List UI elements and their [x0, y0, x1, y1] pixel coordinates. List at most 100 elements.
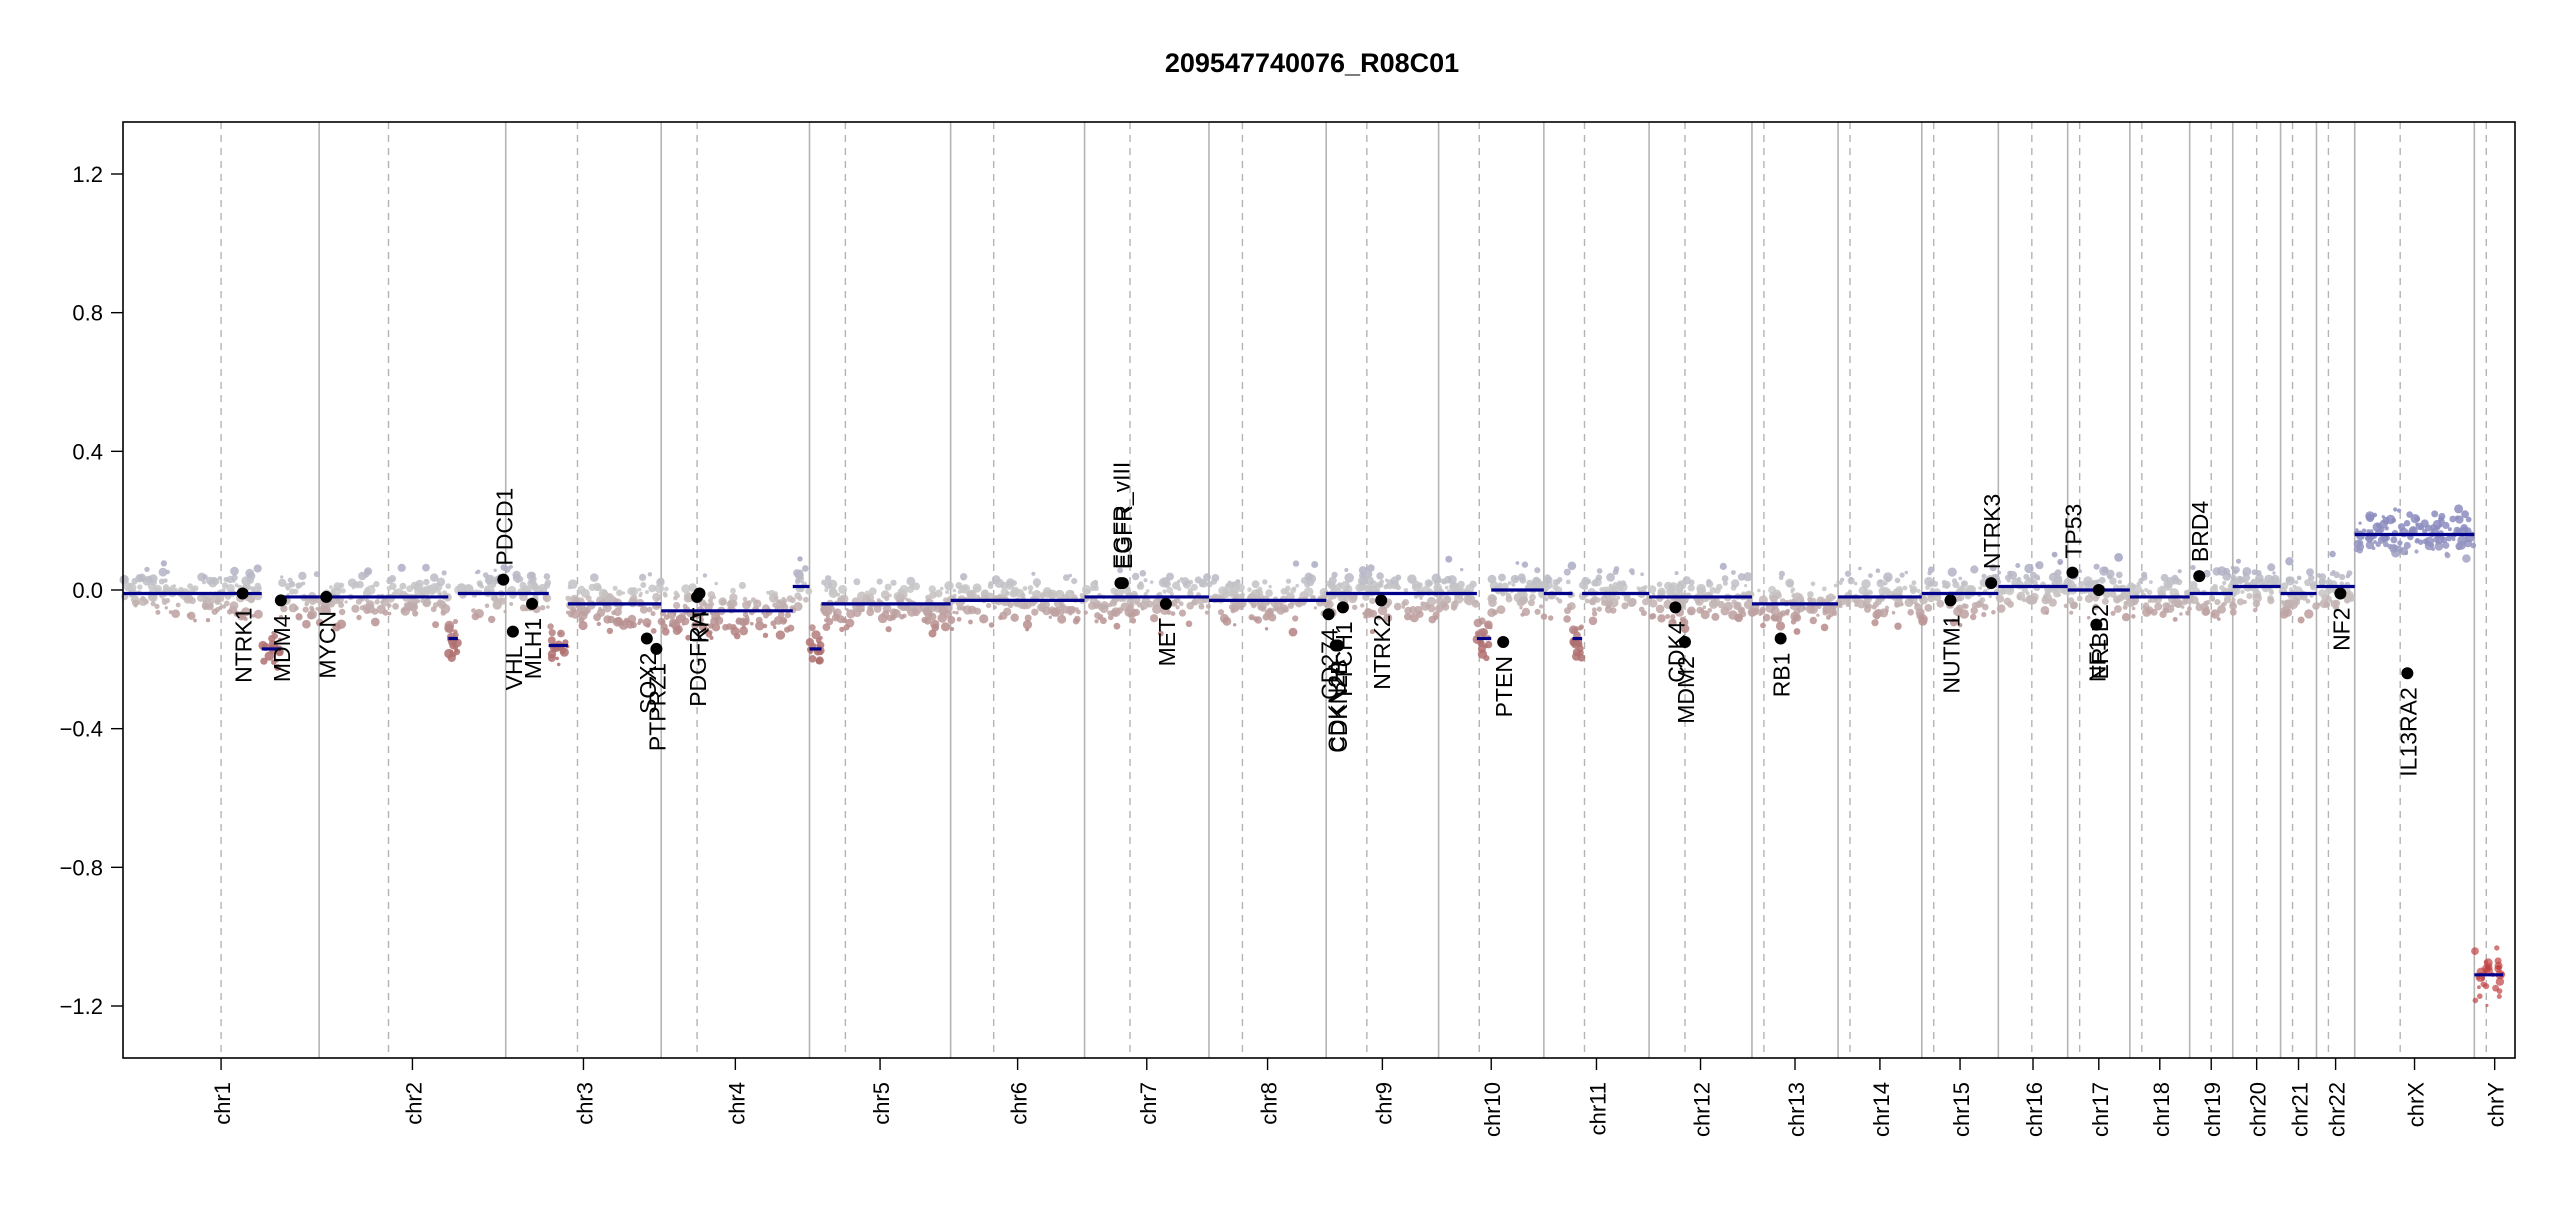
probe-point [1665, 614, 1671, 619]
gene-point [693, 587, 706, 600]
probe-point [547, 623, 554, 630]
probe-point [2333, 599, 2341, 607]
probe-point [673, 596, 678, 601]
gene-label: BRD4 [2187, 501, 2213, 563]
probe-point [876, 578, 883, 585]
probe-point [1997, 580, 2002, 584]
segments [123, 532, 2504, 977]
probe-point [824, 588, 829, 593]
probe-point [1714, 587, 1721, 594]
probe-point [2214, 599, 2221, 606]
probe-point [516, 576, 524, 583]
gene-label: CDK4 [1663, 621, 1689, 683]
probe-point [268, 634, 276, 643]
probe-point [1100, 617, 1107, 625]
probe-point [2251, 569, 2258, 576]
probe-point [1028, 589, 1033, 595]
probe-point [1136, 602, 1143, 608]
probe-point [2169, 588, 2179, 598]
probe-point [1821, 586, 1827, 592]
probe-point [1376, 572, 1384, 580]
probe-point [1445, 555, 1453, 563]
probe-point [547, 636, 556, 645]
gene-label: TP53 [2060, 504, 2086, 559]
probe-point [795, 572, 804, 580]
probe-point [1978, 586, 1983, 590]
probe-point [1957, 596, 1962, 602]
probe-point [543, 573, 551, 580]
probe-point [763, 612, 769, 619]
probe-point [962, 605, 967, 610]
probe-point [929, 605, 937, 612]
probe-point [1003, 607, 1012, 616]
probe-point [2455, 515, 2464, 524]
probe-point [274, 664, 281, 671]
probe-point [1786, 580, 1794, 588]
probe-point [1519, 606, 1523, 610]
probe-point [2051, 551, 2058, 558]
probe-point [351, 604, 360, 613]
probe-point [673, 590, 679, 596]
probe-point [1749, 608, 1757, 617]
probe-point [1230, 590, 1236, 596]
probe-point [1027, 585, 1034, 591]
probe-point [668, 623, 673, 627]
probe-point [1063, 574, 1070, 581]
probe-point [1253, 616, 1259, 622]
probe-point [720, 599, 727, 606]
gene-label: NTRK3 [1979, 494, 2005, 569]
probe-point [1149, 580, 1154, 584]
probe-point [2171, 599, 2179, 607]
gene-label: MYCN [314, 611, 340, 679]
probe-point [2242, 571, 2247, 576]
probe-point [1868, 604, 1873, 609]
chart-title: 209547740076_R08C01 [1165, 48, 1459, 78]
probe-point [2431, 510, 2439, 518]
probe-point [2308, 574, 2315, 581]
probe-point [1548, 615, 1554, 621]
probe-point [2219, 585, 2225, 591]
probe-point [1385, 578, 1389, 582]
probe-point [2442, 541, 2450, 549]
probe-point [2318, 589, 2326, 597]
probe-point [1739, 607, 1745, 614]
probe-point [2346, 573, 2351, 578]
probe-point [1621, 602, 1629, 610]
gene-label: NF1 [2084, 639, 2110, 682]
probe-point [1507, 581, 1512, 585]
probe-point [1790, 587, 1796, 592]
probe-point [2455, 542, 2463, 550]
probe-point [410, 581, 419, 590]
gene-point [236, 587, 249, 600]
probe-point [389, 582, 397, 590]
probe-point [1340, 581, 1350, 591]
probe-point [284, 583, 292, 590]
x-tick-label: chr14 [1869, 1082, 1894, 1137]
probe-point [1383, 613, 1393, 623]
probe-point [555, 656, 559, 661]
probe-point [1534, 608, 1541, 615]
probe-point [493, 568, 497, 572]
probe-point [264, 651, 274, 661]
probe-point [307, 609, 317, 620]
probe-point [1595, 574, 1603, 581]
x-tick-label: chr19 [2200, 1082, 2225, 1137]
gene-point [2193, 570, 2206, 583]
probe-point [218, 576, 222, 580]
probe-point [2172, 616, 2178, 622]
probe-point [1976, 600, 1982, 606]
probe-point [794, 592, 802, 600]
probe-point [120, 574, 129, 584]
probe-point [2403, 541, 2411, 550]
probe-point [2325, 578, 2333, 586]
probe-point [2382, 536, 2389, 543]
probe-point [1483, 643, 1488, 649]
probe-point [1770, 606, 1780, 617]
probe-point [1360, 603, 1365, 608]
probe-point [1810, 581, 1816, 587]
gene-label: MLH1 [520, 618, 546, 679]
probe-point [2454, 504, 2464, 514]
probe-point [663, 593, 668, 598]
probe-point [1178, 609, 1187, 617]
probe-point [1264, 627, 1269, 631]
